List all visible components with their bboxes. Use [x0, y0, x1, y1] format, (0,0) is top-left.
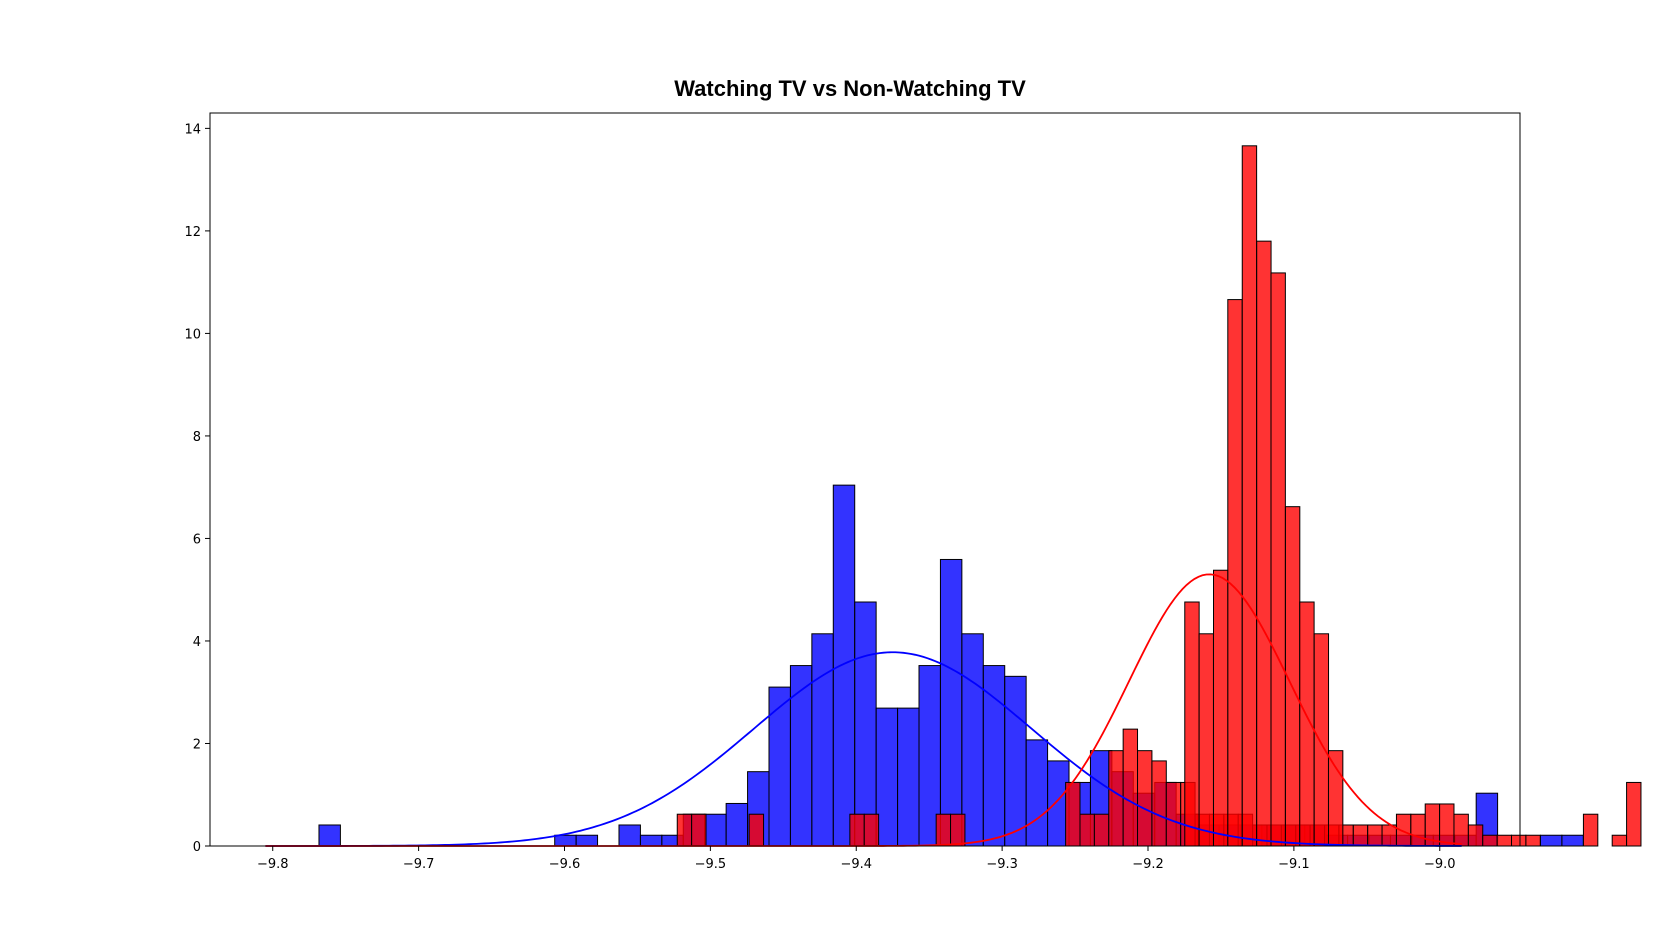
blue-series-bar [704, 813, 727, 847]
red-series-bar [1165, 781, 1182, 847]
x-tick-label: −9.1 [1278, 857, 1310, 872]
x-tick-label: −9.8 [257, 857, 289, 872]
blue-series-bar [1025, 739, 1049, 847]
y-tick-label: 4 [193, 635, 201, 650]
red-series-bar [1122, 728, 1139, 847]
red-series-bar [1525, 834, 1541, 847]
red-series-bar [1065, 781, 1081, 847]
red-series-bar [676, 813, 693, 847]
red-series-bar [1108, 750, 1124, 847]
x-tick-label: −9.2 [1132, 857, 1164, 872]
blue-series-bars [318, 484, 1584, 847]
blue-series-bar [875, 707, 899, 847]
blue-series-bar [789, 665, 813, 847]
red-series-bar [1270, 272, 1286, 847]
blue-series-bar [1539, 834, 1563, 847]
blue-fit-curve [265, 651, 1462, 847]
y-tick-label: 0 [193, 840, 201, 855]
red-series-bar [1093, 813, 1110, 847]
x-axis-ticks: −9.8 −9.7 −9.6 −9.5 −9.4 −9.3 −9.2 −9.1 −9.0 [257, 846, 1456, 872]
red-series-bar [1511, 834, 1527, 847]
blue-series-bar [897, 707, 920, 847]
red-series-bars [676, 145, 1642, 847]
red-series-bar [1611, 834, 1628, 847]
blue-series-bar [832, 484, 856, 847]
red-series-bar [1352, 824, 1369, 847]
blue-series-bar [811, 633, 834, 847]
x-tick-label: −9.0 [1424, 857, 1456, 872]
x-tick-label: −9.3 [986, 857, 1018, 872]
red-series-bar [1367, 824, 1383, 847]
red-series-bar [1467, 824, 1484, 847]
red-series-bar [863, 813, 880, 847]
red-series-bar [1137, 750, 1153, 847]
y-tick-label: 12 [184, 225, 201, 240]
red-series-bar [1313, 633, 1330, 847]
x-tick-label: −9.6 [549, 857, 581, 872]
x-tick-label: −9.5 [695, 857, 727, 872]
chart-title: Watching TV vs Non-Watching TV [674, 76, 1026, 101]
y-tick-label: 2 [193, 737, 201, 752]
blue-series-bar [554, 834, 577, 847]
red-series-bar [748, 813, 765, 847]
blue-series-bar [639, 834, 663, 847]
blue-series-bar [854, 601, 877, 847]
red-series-bar [1410, 813, 1426, 847]
red-series-bar [1241, 145, 1258, 847]
red-series-bar [1079, 813, 1095, 847]
y-tick-label: 10 [184, 327, 201, 342]
red-series-bar [849, 813, 865, 847]
red-series-bar [1482, 834, 1498, 847]
x-tick-label: −9.4 [840, 857, 872, 872]
red-series-bar [1327, 750, 1344, 847]
red-series-bar [1381, 824, 1397, 847]
red-series-bar [1256, 240, 1272, 847]
y-tick-label: 6 [193, 532, 201, 547]
blue-series-bar [939, 558, 963, 847]
red-series-bar [1151, 760, 1167, 847]
red-series-bar [935, 813, 952, 847]
blue-series-bar [575, 834, 599, 847]
plot-frame [209, 112, 1521, 847]
red-series-bar [1496, 834, 1513, 847]
blue-series-bar [725, 802, 749, 847]
y-tick-label: 8 [193, 430, 201, 445]
x-tick-label: −9.7 [403, 857, 435, 872]
red-series-bar [1213, 569, 1229, 847]
red-series-bar [1227, 299, 1243, 847]
red-series-bar [691, 813, 707, 847]
blue-series-bar [618, 824, 641, 847]
red-series-bar [1184, 601, 1200, 847]
red-series-bar [1198, 633, 1214, 847]
y-tick-label: 14 [184, 122, 201, 137]
blue-series-bar [1004, 675, 1027, 847]
blue-series-bar [768, 686, 791, 847]
red-series-bar [1439, 803, 1455, 847]
blue-series-bar [318, 824, 341, 847]
red-series-bar [1626, 781, 1642, 847]
y-axis-ticks: 0 2 4 6 8 10 12 14 [184, 122, 210, 855]
red-series-bar [1582, 813, 1599, 847]
red-series-bar [1299, 601, 1315, 847]
red-series-bar [1453, 813, 1469, 847]
red-series-bar [950, 813, 966, 847]
blue-series-bar [1561, 834, 1584, 847]
